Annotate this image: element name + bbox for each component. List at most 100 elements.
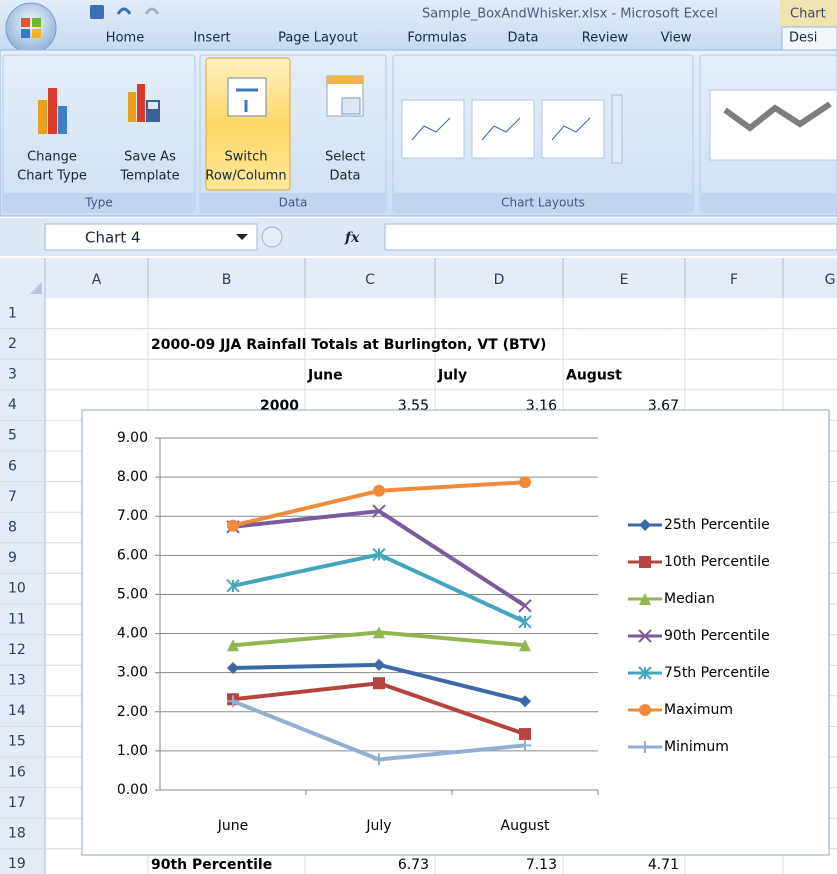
column-header[interactable]: C [365, 272, 375, 288]
logo-part [21, 29, 30, 38]
row-header[interactable]: 9 [8, 550, 17, 566]
cell-value: August [566, 368, 622, 384]
button-label[interactable]: Select [325, 150, 365, 165]
row-header[interactable]: 12 [8, 642, 26, 658]
row-header[interactable]: 4 [8, 397, 17, 413]
document-title: Sample_BoxAndWhisker.xlsx - Microsoft Ex… [422, 7, 718, 22]
button-highlight [205, 57, 291, 191]
marker [639, 741, 651, 753]
select-data-icon[interactable] [326, 75, 364, 117]
marker [373, 658, 385, 671]
legend-label: 10th Percentile [664, 554, 770, 570]
y-tick-label: 8.00 [117, 469, 148, 485]
column-header[interactable]: E [620, 272, 629, 288]
button-label[interactable]: Row/Column [205, 169, 286, 184]
marker [518, 599, 532, 613]
marker [227, 695, 239, 708]
ribbon-tab[interactable]: Page Layout [278, 31, 358, 46]
x-tick-label: July [365, 818, 391, 834]
button-label[interactable]: Save As [124, 150, 176, 165]
row-header[interactable]: 3 [8, 367, 17, 383]
undo-icon[interactable] [116, 7, 132, 15]
logo-part [32, 18, 41, 27]
marker [519, 728, 531, 741]
y-tick-label: 9.00 [117, 430, 148, 446]
group-label: Chart Layouts [501, 196, 585, 210]
cell-value: 2000-09 JJA Rainfall Totals at Burlingto… [151, 337, 546, 353]
y-tick-label: 0.00 [117, 782, 148, 798]
formula-input[interactable] [384, 223, 837, 251]
group-label: Type [84, 196, 113, 210]
row-header[interactable]: 13 [8, 673, 26, 689]
row-header[interactable]: 10 [8, 581, 26, 597]
y-tick-label: 5.00 [117, 586, 148, 602]
ribbon-tab[interactable]: Review [582, 31, 629, 46]
button-label[interactable]: Change [27, 150, 77, 165]
ribbon-tab[interactable]: Insert [193, 31, 230, 46]
ribbon-tab[interactable]: View [661, 31, 692, 46]
logo-part [21, 18, 30, 27]
switch-row-column-icon[interactable] [227, 77, 267, 117]
ribbon-tab[interactable]: Data [507, 31, 538, 46]
button-label[interactable]: Template [119, 169, 179, 184]
button-label[interactable]: Data [329, 169, 360, 184]
row-header[interactable]: 8 [8, 520, 17, 536]
select-all[interactable] [30, 282, 42, 294]
button-label[interactable]: Switch [225, 150, 268, 165]
row-header[interactable]: 7 [8, 489, 17, 505]
row-header[interactable]: 16 [8, 764, 26, 780]
column-header[interactable]: F [730, 272, 738, 288]
cell-value: June [307, 368, 343, 384]
row-header[interactable]: 6 [8, 458, 17, 474]
y-tick-label: 6.00 [117, 547, 148, 563]
column-header[interactable]: B [222, 272, 232, 288]
group-label-bg [700, 193, 837, 212]
row-header[interactable]: 5 [8, 428, 17, 444]
row-header[interactable]: 2 [8, 336, 17, 352]
save-icon[interactable] [90, 5, 104, 19]
column-header[interactable]: D [494, 272, 505, 288]
row-header[interactable]: 17 [8, 795, 26, 811]
marker [519, 739, 531, 752]
marker [372, 547, 386, 562]
ribbon-tab[interactable]: Formulas [407, 31, 467, 46]
legend-label: 90th Percentile [664, 628, 770, 644]
marker [226, 579, 240, 593]
group-label-bg [3, 193, 195, 212]
x-tick-label: August [501, 818, 551, 834]
row-header[interactable]: 19 [8, 856, 26, 872]
marker [373, 484, 385, 497]
cell-value: July [437, 368, 467, 384]
legend-label: Median [664, 591, 715, 607]
marker [638, 629, 652, 643]
row-header-bar [0, 258, 45, 874]
ribbon-tab[interactable]: Desi [789, 31, 817, 46]
office-button[interactable] [5, 2, 57, 54]
row-header[interactable]: 1 [8, 305, 17, 321]
marker [639, 556, 651, 568]
row-header[interactable]: 18 [8, 826, 26, 842]
layout-gallery[interactable] [401, 94, 623, 164]
button-label[interactable]: Chart Type [17, 169, 87, 184]
group-label-bg [200, 193, 386, 212]
column-header[interactable]: A [92, 272, 102, 288]
dropdown-arrow[interactable] [236, 234, 248, 240]
row-header[interactable]: 15 [8, 734, 26, 750]
style-gallery[interactable] [709, 89, 837, 161]
column-header[interactable]: G [825, 272, 836, 288]
change-chart-type-icon[interactable] [38, 88, 67, 134]
save-template-icon[interactable] [128, 84, 160, 122]
marker [227, 519, 239, 532]
redo-icon[interactable] [144, 7, 160, 15]
group-label-bg [393, 193, 693, 212]
ribbon-tab[interactable]: Home [106, 31, 144, 46]
name-box[interactable] [44, 223, 258, 251]
context-tab-label: Chart [790, 7, 826, 22]
y-tick-label: 4.00 [117, 626, 148, 642]
name-box-value: Chart 4 [85, 229, 141, 247]
cell-value: 6.73 [398, 857, 429, 873]
row-header[interactable]: 14 [8, 703, 26, 719]
marker [372, 504, 386, 518]
row-header[interactable]: 11 [8, 611, 26, 627]
